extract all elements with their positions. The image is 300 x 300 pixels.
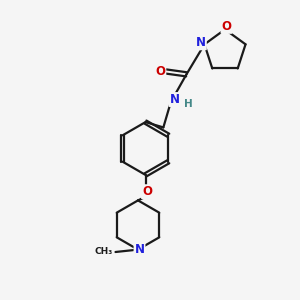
Text: O: O — [221, 20, 232, 33]
Text: CH₃: CH₃ — [95, 248, 113, 256]
Text: O: O — [142, 185, 152, 198]
Text: N: N — [196, 36, 206, 49]
Text: O: O — [155, 65, 165, 78]
Text: N: N — [134, 243, 145, 256]
Text: N: N — [169, 93, 179, 106]
Text: H: H — [184, 99, 193, 109]
